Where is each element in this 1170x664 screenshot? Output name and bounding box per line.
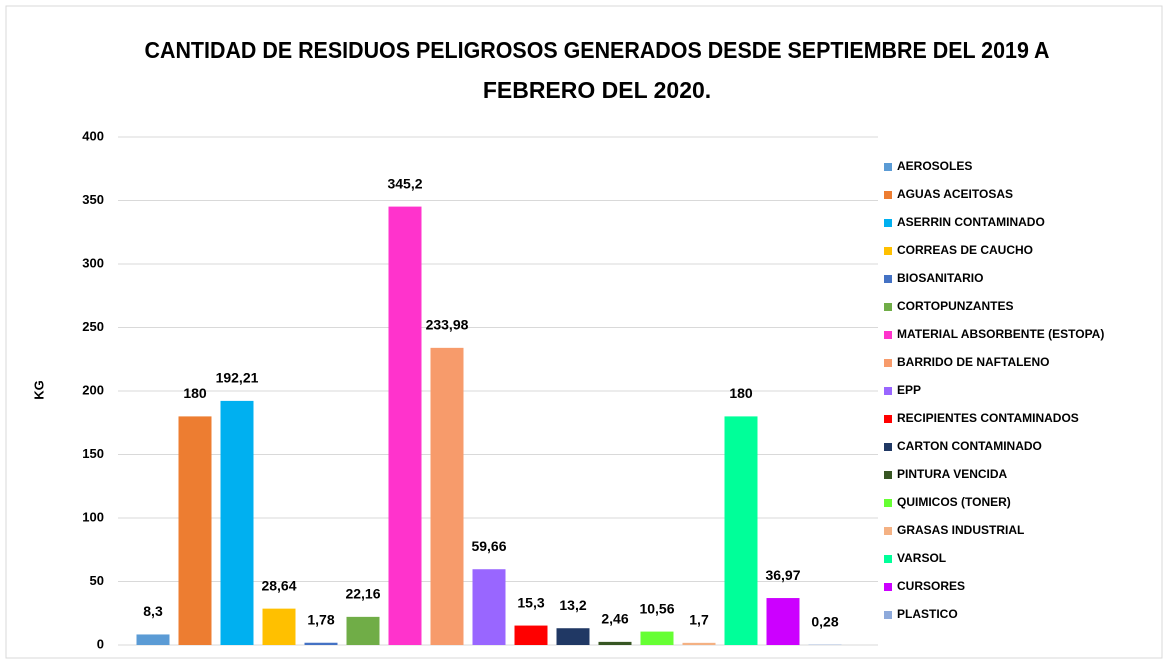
y-tick-label: 50 (90, 573, 104, 588)
legend-swatch (884, 163, 892, 171)
legend-swatch (884, 471, 892, 479)
y-tick-label: 200 (82, 382, 104, 397)
legend-swatch (884, 443, 892, 451)
legend-swatch (884, 303, 892, 311)
legend-swatch (884, 191, 892, 199)
legend-swatch (884, 415, 892, 423)
bar (640, 631, 674, 645)
data-label: 13,2 (559, 597, 586, 613)
chart-title: FEBRERO DEL 2020. (483, 77, 711, 103)
legend-label: CARTON CONTAMINADO (897, 439, 1042, 453)
data-label: 180 (183, 385, 207, 401)
data-label: 59,66 (471, 538, 506, 554)
data-label: 192,21 (216, 370, 259, 386)
data-label: 10,56 (639, 600, 674, 616)
y-tick-label: 150 (82, 446, 104, 461)
legend-label: ASERRIN CONTAMINADO (897, 215, 1045, 229)
legend-label: CORREAS DE CAUCHO (897, 243, 1033, 257)
data-label: 15,3 (517, 594, 544, 610)
data-label: 28,64 (261, 577, 296, 593)
data-label: 8,3 (143, 603, 163, 619)
legend-label: VARSOL (897, 551, 946, 565)
bar (724, 416, 758, 645)
legend-swatch (884, 359, 892, 367)
legend-label: PLASTICO (897, 607, 958, 621)
bar (136, 634, 170, 645)
legend-swatch (884, 247, 892, 255)
bar (556, 628, 590, 645)
data-label: 180 (729, 385, 753, 401)
y-tick-label: 250 (82, 319, 104, 334)
legend-label: CORTOPUNZANTES (897, 299, 1013, 313)
legend-label: CURSORES (897, 579, 965, 593)
y-tick-label: 0 (97, 636, 104, 651)
legend-swatch (884, 527, 892, 535)
data-label: 1,78 (307, 611, 334, 627)
bar (262, 608, 296, 645)
legend-label: EPP (897, 383, 921, 397)
data-label: 2,46 (601, 611, 628, 627)
legend-swatch (884, 387, 892, 395)
bar (598, 641, 632, 645)
legend-label: PINTURA VENCIDA (897, 467, 1008, 481)
legend-swatch (884, 219, 892, 227)
data-label: 22,16 (345, 586, 380, 602)
data-label: 345,2 (387, 175, 422, 191)
legend-label: QUIMICOS (TONER) (897, 495, 1011, 509)
y-axis-label: KG (31, 380, 46, 400)
legend-label: MATERIAL ABSORBENTE (ESTOPA) (897, 327, 1104, 341)
legend-swatch (884, 331, 892, 339)
bar (346, 616, 380, 645)
bar (514, 625, 548, 645)
bar (304, 642, 338, 645)
legend-swatch (884, 555, 892, 563)
data-label: 0,28 (811, 613, 838, 629)
legend-label: GRASAS INDUSTRIAL (897, 523, 1024, 537)
data-label: 233,98 (426, 317, 469, 333)
bar (472, 569, 506, 645)
data-label: 36,97 (765, 567, 800, 583)
chart-title: CANTIDAD DE RESIDUOS PELIGROSOS GENERADO… (145, 37, 1050, 63)
legend-swatch (884, 611, 892, 619)
legend-label: AGUAS ACEITOSAS (897, 187, 1013, 201)
y-tick-label: 350 (82, 192, 104, 207)
legend-label: RECIPIENTES CONTAMINADOS (897, 411, 1079, 425)
legend-label: BIOSANITARIO (897, 271, 983, 285)
legend-swatch (884, 583, 892, 591)
legend-swatch (884, 499, 892, 507)
bar (682, 642, 716, 645)
y-tick-label: 300 (82, 255, 104, 270)
legend-label: AEROSOLES (897, 159, 972, 173)
bar (220, 400, 254, 645)
bar (430, 347, 464, 645)
legend-label: BARRIDO DE NAFTALENO (897, 355, 1049, 369)
legend-swatch (884, 275, 892, 283)
bar (178, 416, 212, 645)
y-tick-label: 400 (82, 128, 104, 143)
y-tick-label: 100 (82, 509, 104, 524)
bar (766, 598, 800, 645)
bar (388, 206, 422, 645)
data-label: 1,7 (689, 612, 709, 628)
